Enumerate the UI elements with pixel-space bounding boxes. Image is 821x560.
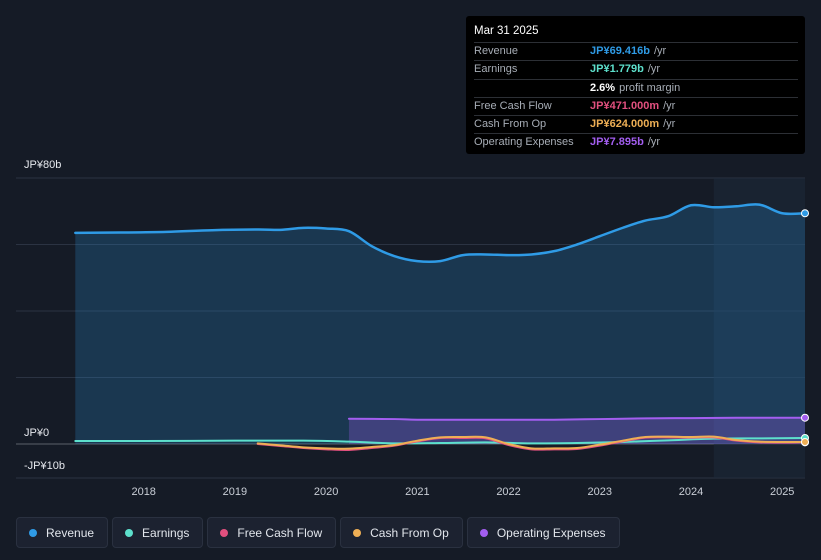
tooltip-row: Free Cash Flow JP¥471.000m/yr bbox=[474, 98, 798, 117]
series-fills bbox=[75, 204, 806, 444]
tooltip-row-value: JP¥7.895b bbox=[590, 136, 644, 149]
cash-from-op-line bbox=[256, 435, 806, 450]
legend-dot-icon bbox=[29, 528, 37, 537]
legend-dot-icon bbox=[220, 528, 229, 537]
x-tick-2018: 2018 bbox=[131, 486, 155, 498]
legend-label: Free Cash Flow bbox=[237, 525, 323, 540]
operating-expenses-end-marker bbox=[801, 413, 809, 422]
legend-dot-icon bbox=[479, 528, 488, 537]
tooltip-row: Cash From Op JP¥624.000m/yr bbox=[474, 116, 798, 135]
tooltip-row: Earnings JP¥1.779b/yr bbox=[474, 61, 798, 80]
x-tick-2020: 2020 bbox=[314, 486, 338, 498]
y-label-top: JP¥80b bbox=[24, 159, 62, 171]
tooltip-row-label: Cash From Op bbox=[474, 118, 547, 131]
revenue-line bbox=[74, 203, 807, 264]
tooltip-row: Revenue JP¥69.416b/yr bbox=[474, 43, 798, 62]
legend-dot-icon bbox=[125, 528, 134, 537]
series-end-markers bbox=[801, 209, 809, 447]
legend-item-revenue[interactable]: Revenue bbox=[16, 517, 109, 548]
tooltip-row-label: Revenue bbox=[474, 45, 519, 57]
x-tick-2022: 2022 bbox=[496, 486, 520, 498]
tooltip-row-value: JP¥1.779b bbox=[590, 63, 644, 76]
earnings-line bbox=[74, 437, 806, 445]
x-tick-2025: 2025 bbox=[770, 486, 794, 498]
legend-item-free-cash-flow[interactable]: Free Cash Flow bbox=[207, 517, 337, 548]
tooltip-row-label bbox=[474, 80, 590, 97]
tooltip-row-value: JP¥471.000m bbox=[590, 99, 660, 112]
x-tick-2021: 2021 bbox=[405, 486, 429, 498]
tooltip-row-value: JP¥69.416b bbox=[590, 45, 650, 57]
tooltip-row-label: Free Cash Flow bbox=[474, 99, 552, 112]
legend-item-operating-expenses[interactable]: Operating Expenses bbox=[466, 517, 620, 548]
tooltip-row-value: 2.6% bbox=[590, 81, 616, 94]
data-tooltip: Mar 31 2025 Revenue JP¥69.416b/yr Earnings… bbox=[466, 16, 805, 154]
x-tick-2019: 2019 bbox=[223, 486, 247, 498]
tooltip-date: Mar 31 2025 bbox=[474, 22, 798, 43]
tooltip-rows: Revenue JP¥69.416b/yr Earnings JP¥1.779b/yr… bbox=[474, 43, 798, 152]
highlight-band bbox=[713, 178, 805, 478]
y-label-zero: JP¥0 bbox=[24, 427, 50, 439]
legend-label: Operating Expenses bbox=[496, 525, 606, 540]
tooltip-row-unit: profit margin bbox=[619, 81, 681, 94]
operating-expenses-line bbox=[347, 416, 806, 421]
legend-dot-icon bbox=[353, 528, 362, 537]
revenue-end-marker bbox=[801, 209, 809, 218]
tooltip-row-unit: /yr bbox=[663, 118, 676, 131]
x-tick-2024: 2024 bbox=[679, 486, 703, 498]
series-lines bbox=[74, 203, 807, 452]
legend-item-earnings[interactable]: Earnings bbox=[112, 517, 204, 548]
legend-label: Cash From Op bbox=[370, 525, 449, 540]
legend-item-cash-from-op[interactable]: Cash From Op bbox=[340, 517, 463, 548]
y-label-bottom: -JP¥10b bbox=[24, 460, 65, 472]
tooltip-row: 2.6% profit margin bbox=[474, 80, 798, 98]
x-tick-2023: 2023 bbox=[588, 486, 612, 498]
tooltip-row: Operating Expenses JP¥7.895b/yr bbox=[474, 134, 798, 151]
revenue-area bbox=[75, 204, 806, 444]
tooltip-row-label: Earnings bbox=[474, 63, 518, 76]
tooltip-row-unit: /yr bbox=[653, 45, 667, 57]
tooltip-row-unit: /yr bbox=[647, 63, 661, 76]
cash-from-op-end-marker bbox=[801, 438, 809, 447]
chart-legend: Revenue Earnings Free Cash Flow Cash From O… bbox=[16, 517, 620, 548]
tooltip-row-unit: /yr bbox=[647, 136, 661, 149]
tooltip-row-label: Operating Expenses bbox=[474, 136, 574, 149]
tooltip-row-value: JP¥624.000m bbox=[590, 118, 660, 131]
legend-label: Earnings bbox=[142, 525, 190, 540]
x-axis-ticks: 2018 2019 2020 2021 2022 2023 2024 2025 bbox=[131, 486, 794, 498]
legend-label: Revenue bbox=[46, 525, 95, 540]
tooltip-row-unit: /yr bbox=[663, 99, 676, 112]
